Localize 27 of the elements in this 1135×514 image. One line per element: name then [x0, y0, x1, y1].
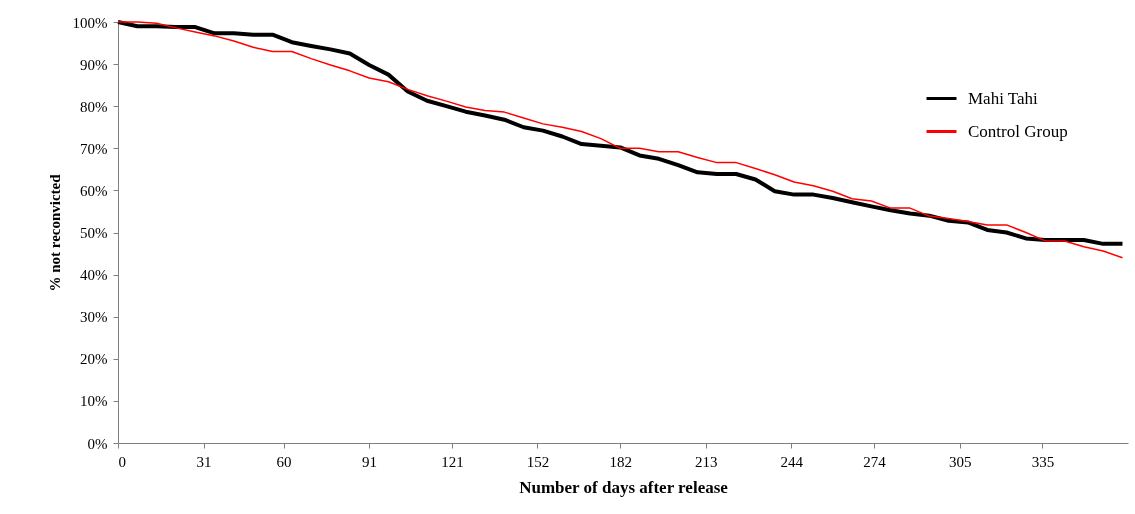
x-tick-label: 91 — [362, 453, 378, 470]
x-tick-label: 244 — [780, 453, 804, 470]
x-tick-label: 274 — [863, 453, 887, 470]
x-tick-label: 213 — [695, 453, 718, 470]
x-tick-label: 182 — [609, 453, 632, 470]
x-tick-label: 0 — [118, 453, 126, 470]
legend-label: Control Group — [968, 121, 1068, 141]
x-axis-title: Number of days after release — [519, 477, 729, 497]
x-tick-label: 335 — [1031, 453, 1055, 470]
x-tick-label: 60 — [276, 453, 292, 470]
y-tick-label: 90% — [80, 56, 108, 73]
x-tick-label: 31 — [196, 453, 212, 470]
x-tick-label: 152 — [526, 453, 550, 470]
y-axis-title: % not reconvicted — [46, 173, 63, 292]
y-tick-label: 70% — [80, 140, 108, 157]
y-tick-label: 60% — [80, 182, 108, 199]
legend-label: Mahi Tahi — [968, 88, 1039, 108]
y-tick-label: 80% — [80, 98, 108, 115]
y-tick-label: 10% — [80, 393, 108, 410]
y-tick-label: 50% — [80, 225, 108, 241]
y-tick-label: 40% — [80, 267, 108, 284]
y-tick-label: 20% — [80, 351, 108, 368]
y-tick-label: 100% — [72, 14, 108, 31]
x-tick-label: 121 — [441, 453, 464, 470]
y-tick-label: 0% — [87, 435, 108, 452]
y-tick-label: 30% — [80, 309, 108, 326]
x-tick-label: 305 — [948, 453, 972, 470]
